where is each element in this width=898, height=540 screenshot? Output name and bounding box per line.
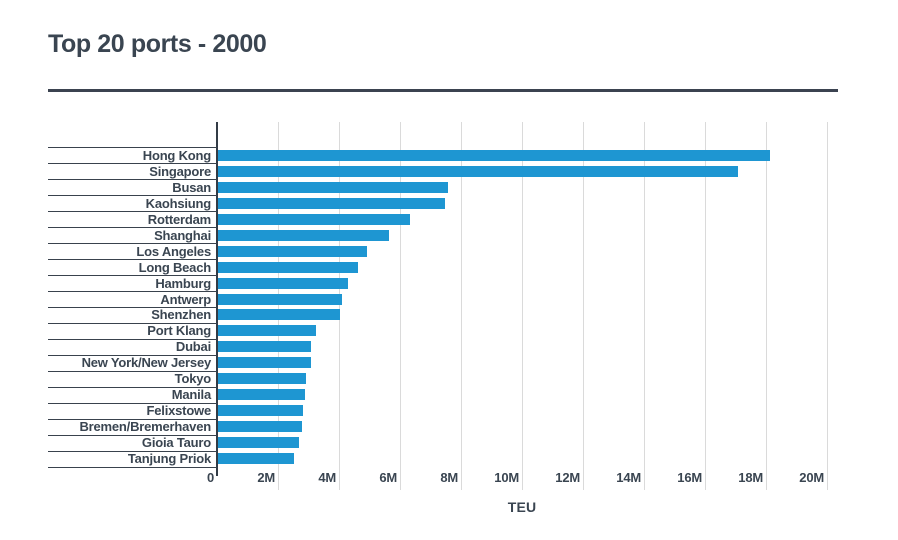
category-label: Kaohsiung — [145, 195, 212, 211]
title-divider — [48, 89, 838, 92]
bar — [218, 293, 342, 305]
category-label: Hong Kong — [142, 147, 211, 163]
category-label: Felixstowe — [146, 403, 212, 419]
gridline — [461, 122, 462, 490]
bar — [218, 341, 311, 353]
row-separator-line — [48, 370, 217, 372]
row-separator-line — [48, 243, 217, 245]
bar — [218, 453, 294, 465]
gridline — [644, 122, 645, 490]
row-separator-line — [48, 354, 217, 356]
row-separator-line — [48, 259, 217, 261]
category-label: Los Angeles — [136, 243, 211, 259]
x-tick-label: 4M — [318, 470, 336, 485]
bar — [218, 165, 738, 177]
bar — [218, 261, 358, 273]
row-separator-line — [48, 211, 217, 213]
y-axis-line — [216, 122, 218, 476]
x-tick-label: 16M — [677, 470, 702, 485]
row-separator-line — [48, 195, 217, 197]
category-label: Antwerp — [160, 291, 211, 307]
bar — [218, 213, 410, 225]
category-label: Tokyo — [174, 371, 212, 387]
x-tick-label: 12M — [555, 470, 580, 485]
x-tick-label: 2M — [257, 470, 275, 485]
category-label: Shenzhen — [151, 307, 211, 323]
row-separator-line — [48, 275, 217, 277]
x-tick-label: 10M — [494, 470, 519, 485]
row-separator-line — [48, 291, 217, 293]
category-label: Singapore — [149, 163, 211, 179]
category-label: Long Beach — [138, 259, 212, 275]
category-label: Manila — [171, 387, 211, 403]
gridline — [522, 122, 523, 490]
category-label: Rotterdam — [147, 211, 211, 227]
x-tick-label: 0 — [206, 470, 214, 485]
row-separator-line — [48, 402, 217, 404]
row-separator-line — [48, 322, 217, 324]
gridline — [705, 122, 706, 490]
category-label: Bremen/Bremerhaven — [79, 419, 211, 435]
row-separator-line — [48, 307, 217, 308]
gridline — [400, 122, 401, 490]
bar — [218, 405, 303, 417]
bar — [218, 389, 305, 401]
bar — [218, 229, 389, 241]
x-axis-title: TEU — [507, 499, 537, 515]
row-separator-line — [48, 434, 217, 436]
category-label: Gioia Tauro — [141, 435, 211, 451]
row-separator-line — [48, 338, 217, 340]
bar — [218, 245, 367, 257]
category-label: New York/New Jersey — [81, 355, 212, 371]
bar — [218, 437, 299, 449]
row-separator-line — [48, 466, 217, 468]
x-tick-label: 18M — [738, 470, 763, 485]
bar — [218, 197, 445, 209]
gridline — [583, 122, 584, 490]
x-tick-label: 14M — [616, 470, 641, 485]
bar — [218, 309, 340, 321]
category-label: Hamburg — [155, 275, 211, 291]
bar — [218, 357, 311, 369]
bar — [218, 181, 448, 193]
bar — [218, 325, 316, 337]
gridline — [827, 122, 828, 490]
row-separator-line — [48, 386, 217, 388]
category-label: Dubai — [175, 339, 211, 355]
gridline — [278, 122, 279, 490]
gridline — [339, 122, 340, 490]
gridline — [766, 122, 767, 490]
x-tick-label: 6M — [379, 470, 397, 485]
row-separator-line — [48, 179, 217, 181]
bar — [218, 421, 302, 433]
row-separator-line — [48, 147, 217, 149]
bar — [218, 149, 770, 161]
row-separator-line — [48, 227, 217, 229]
x-tick-label: 8M — [440, 470, 458, 485]
bar — [218, 373, 306, 385]
category-label: Port Klang — [147, 323, 211, 339]
row-separator-line — [48, 163, 217, 165]
chart-title: Top 20 ports - 2000 — [48, 30, 267, 58]
x-tick-label: 20M — [799, 470, 824, 485]
bar — [218, 277, 348, 289]
row-separator-line — [48, 418, 217, 420]
category-label: Shanghai — [154, 227, 211, 243]
category-label: Tanjung Priok — [127, 451, 211, 467]
category-label: Busan — [172, 179, 211, 195]
row-separator-line — [48, 450, 217, 452]
